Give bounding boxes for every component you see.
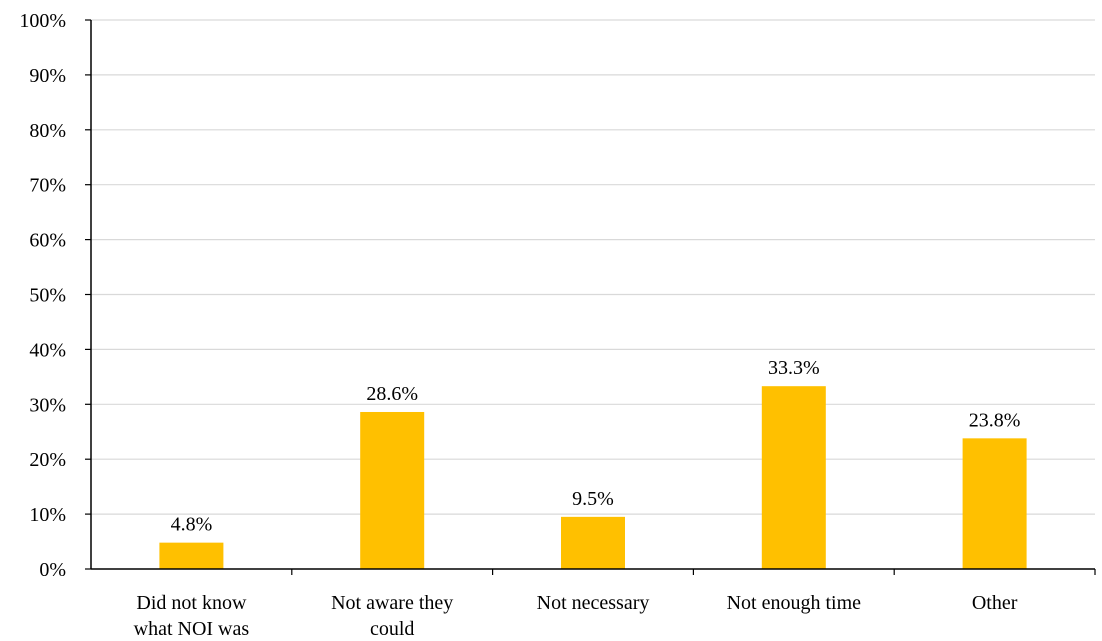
bars bbox=[159, 386, 1027, 569]
bar-data-label: 23.8% bbox=[969, 409, 1021, 431]
y-axis-tick-labels: 0% 10% 20% 30% 40% 50% 60% 70% 80% 90% 100% bbox=[19, 10, 91, 581]
y-tick-label: 40% bbox=[29, 339, 66, 361]
y-tick-label: 60% bbox=[29, 230, 66, 252]
x-category-label: what NOI was bbox=[134, 618, 250, 640]
y-tick-label: 10% bbox=[29, 504, 66, 526]
y-tick-label: 100% bbox=[19, 10, 66, 32]
x-axis-category-labels: Did not know what NOI was Not aware they co… bbox=[134, 569, 1096, 640]
axes bbox=[90, 20, 1095, 570]
x-category-label: Did not know bbox=[136, 592, 247, 614]
y-tick-label: 20% bbox=[29, 449, 66, 471]
y-tick-label: 90% bbox=[29, 65, 66, 87]
gridlines bbox=[91, 19, 1095, 515]
bar-data-label: 28.6% bbox=[366, 383, 418, 405]
x-category-label: Not enough time bbox=[727, 592, 862, 614]
bar-data-label: 33.3% bbox=[768, 357, 820, 379]
bar bbox=[159, 542, 224, 569]
y-tick-label: 30% bbox=[29, 394, 66, 416]
bar bbox=[962, 438, 1027, 569]
x-category-label: Other bbox=[972, 592, 1018, 614]
x-category-label: could bbox=[370, 618, 414, 640]
bar bbox=[761, 386, 826, 569]
x-category-label: Not aware they bbox=[331, 592, 453, 614]
x-category-label: Not necessary bbox=[537, 592, 650, 614]
bar bbox=[360, 411, 425, 569]
y-tick-label: 50% bbox=[29, 285, 66, 307]
bar bbox=[561, 516, 625, 569]
y-tick-label: 70% bbox=[29, 175, 66, 197]
bar-data-label: 9.5% bbox=[572, 488, 614, 510]
bar-data-label: 4.8% bbox=[171, 514, 213, 536]
data-labels: 4.8% 28.6% 9.5% 33.3% 23.8% bbox=[171, 357, 1021, 535]
y-tick-label: 0% bbox=[39, 559, 66, 581]
y-tick-label: 80% bbox=[29, 120, 66, 142]
